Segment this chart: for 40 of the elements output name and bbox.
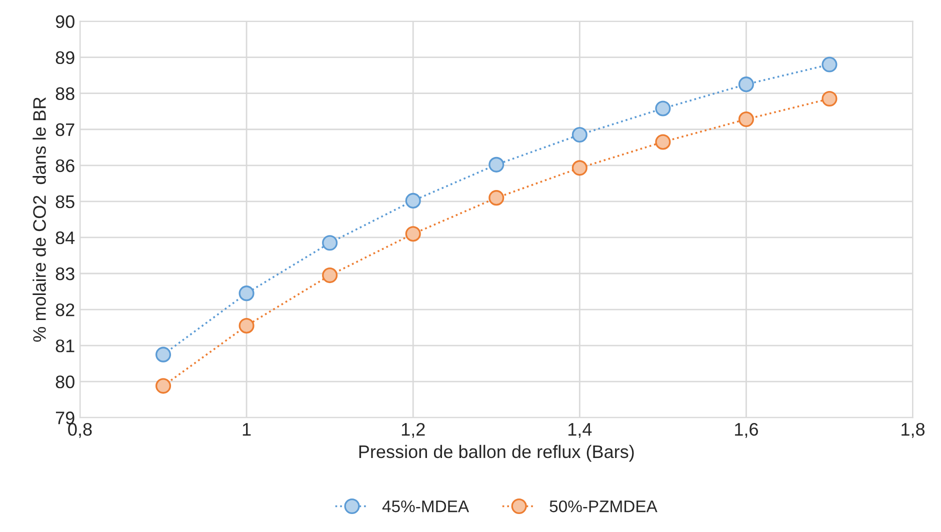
- point: [822, 90, 838, 107]
- legend-label: 45%-MDEA: [382, 500, 470, 512]
- point: [572, 127, 588, 143]
- point: [572, 160, 588, 176]
- y-tick-label: 79: [56, 412, 74, 424]
- point: [822, 56, 838, 72]
- point: [322, 235, 338, 251]
- x-tick-label: 1,8: [902, 422, 925, 438]
- y-tick-label: 81: [56, 339, 74, 352]
- x-tick-label: 1,2: [402, 422, 425, 438]
- y-tick-label: 88: [56, 87, 74, 100]
- x-tick-label: 1: [242, 423, 251, 436]
- y-tick-label: 89: [56, 51, 74, 64]
- point: [405, 192, 421, 208]
- point: [238, 318, 254, 334]
- point: [738, 112, 754, 128]
- x-tick-label: 1,4: [568, 423, 592, 438]
- y-tick-label: 80: [56, 376, 74, 388]
- point: [238, 286, 254, 302]
- point: [405, 226, 421, 242]
- y-tick-label: 82: [56, 303, 74, 316]
- x-tick-label: 0,8: [68, 422, 92, 438]
- point: [655, 134, 671, 150]
- point: [488, 190, 504, 206]
- y-tick-label: 90: [56, 15, 74, 28]
- y-tick-label: 83: [56, 267, 74, 280]
- y-tick-label: 84: [56, 231, 75, 244]
- legend-label: 50%-PZMDEA: [550, 500, 658, 512]
- y-axis-title: % molaire de CO2 dans le BR: [32, 97, 46, 342]
- y-tick-label: 85: [56, 195, 74, 208]
- y-tick-label: 87: [56, 123, 74, 136]
- y-tick-label: 86: [56, 159, 74, 172]
- x-tick-label: 1,6: [735, 422, 758, 438]
- point: [155, 346, 172, 362]
- point: [155, 378, 172, 394]
- x-axis-title: Pression de ballon de reflux (Bars): [359, 444, 634, 462]
- point: [488, 156, 504, 172]
- point: [655, 100, 671, 116]
- point: [738, 76, 754, 92]
- point: [322, 268, 338, 284]
